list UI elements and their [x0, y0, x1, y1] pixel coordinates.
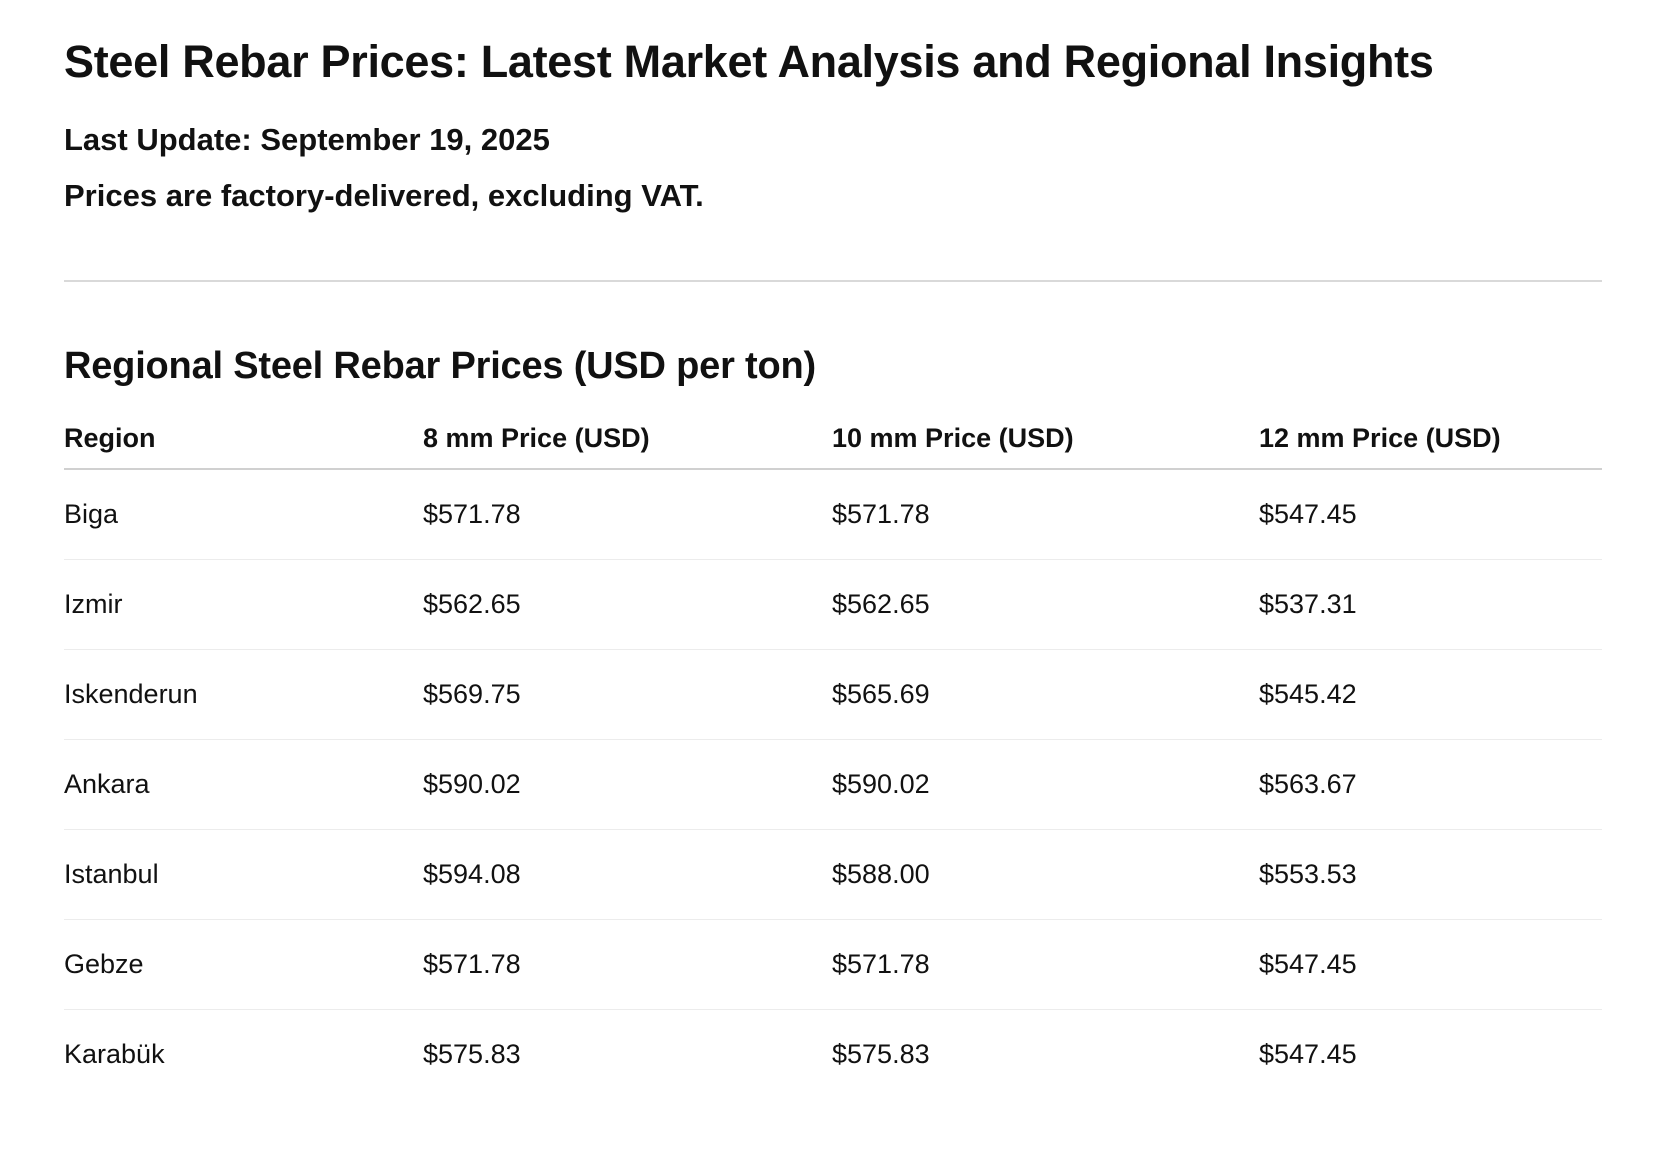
region-cell: Iskenderun [64, 649, 423, 740]
region-cell: Gebze [64, 919, 423, 1010]
article: Steel Rebar Prices: Latest Market Analys… [64, 36, 1602, 1099]
page-title: Steel Rebar Prices: Latest Market Analys… [64, 36, 1434, 87]
section-title: Regional Steel Rebar Prices (USD per ton… [64, 345, 816, 387]
price-8mm-cell: $571.78 [423, 919, 832, 1010]
table-row: Gebze $571.78 $571.78 $547.45 [64, 919, 1602, 1010]
table-row: Biga $571.78 $571.78 $547.45 [64, 469, 1602, 560]
region-cell: Izmir [64, 559, 423, 650]
price-8mm-cell: $575.83 [423, 1039, 521, 1069]
column-header-10mm-price: 10 mm Price (USD) [832, 408, 1259, 470]
table-row: Istanbul $594.08 $588.00 $553.53 [64, 829, 1602, 920]
table-row: Izmir $562.65 $562.65 $537.31 [64, 559, 1602, 650]
price-12mm-cell: $553.53 [1259, 829, 1602, 920]
price-10mm-cell: $571.78 [832, 469, 1259, 560]
price-8mm-cell: $590.02 [423, 739, 832, 830]
price-12mm-cell: $547.45 [1259, 469, 1602, 560]
table-header-row: Region 8 mm Price (USD) 10 mm Price (USD… [64, 408, 1602, 470]
price-8mm-cell: $562.65 [423, 559, 832, 650]
price-10mm-cell: $575.83 [832, 1039, 930, 1069]
price-note: Prices are factory-delivered, excluding … [64, 178, 704, 213]
price-12mm-cell: $537.31 [1259, 559, 1602, 650]
region-cell: Ankara [64, 739, 423, 830]
section-divider [64, 280, 1602, 282]
region-cell: Karabük [64, 1039, 165, 1069]
table-row: Karabük $575.83 $575.83 $547.45 [64, 1010, 1602, 1100]
column-header-8mm-price: 8 mm Price (USD) [423, 408, 832, 470]
price-8mm-cell: $571.78 [423, 469, 832, 560]
region-cell: Istanbul [64, 829, 423, 920]
price-10mm-cell: $588.00 [832, 829, 1259, 920]
column-header-region: Region [64, 408, 423, 470]
column-header-12mm-price: 12 mm Price (USD) [1259, 408, 1602, 470]
price-10mm-cell: $590.02 [832, 739, 1259, 830]
price-12mm-cell: $547.45 [1259, 1039, 1357, 1069]
price-10mm-cell: $565.69 [832, 649, 1259, 740]
price-8mm-cell: $569.75 [423, 649, 832, 740]
table-row: Iskenderun $569.75 $565.69 $545.42 [64, 649, 1602, 740]
price-table: Region 8 mm Price (USD) 10 mm Price (USD… [64, 408, 1602, 1099]
price-12mm-cell: $547.45 [1259, 919, 1602, 1010]
price-12mm-cell: $545.42 [1259, 649, 1602, 740]
price-10mm-cell: $562.65 [832, 559, 1259, 650]
table-row: Ankara $590.02 $590.02 $563.67 [64, 739, 1602, 830]
last-update: Last Update: September 19, 2025 [64, 122, 550, 157]
region-cell: Biga [64, 469, 423, 560]
price-8mm-cell: $594.08 [423, 829, 832, 920]
price-12mm-cell: $563.67 [1259, 739, 1602, 830]
price-10mm-cell: $571.78 [832, 919, 1259, 1010]
